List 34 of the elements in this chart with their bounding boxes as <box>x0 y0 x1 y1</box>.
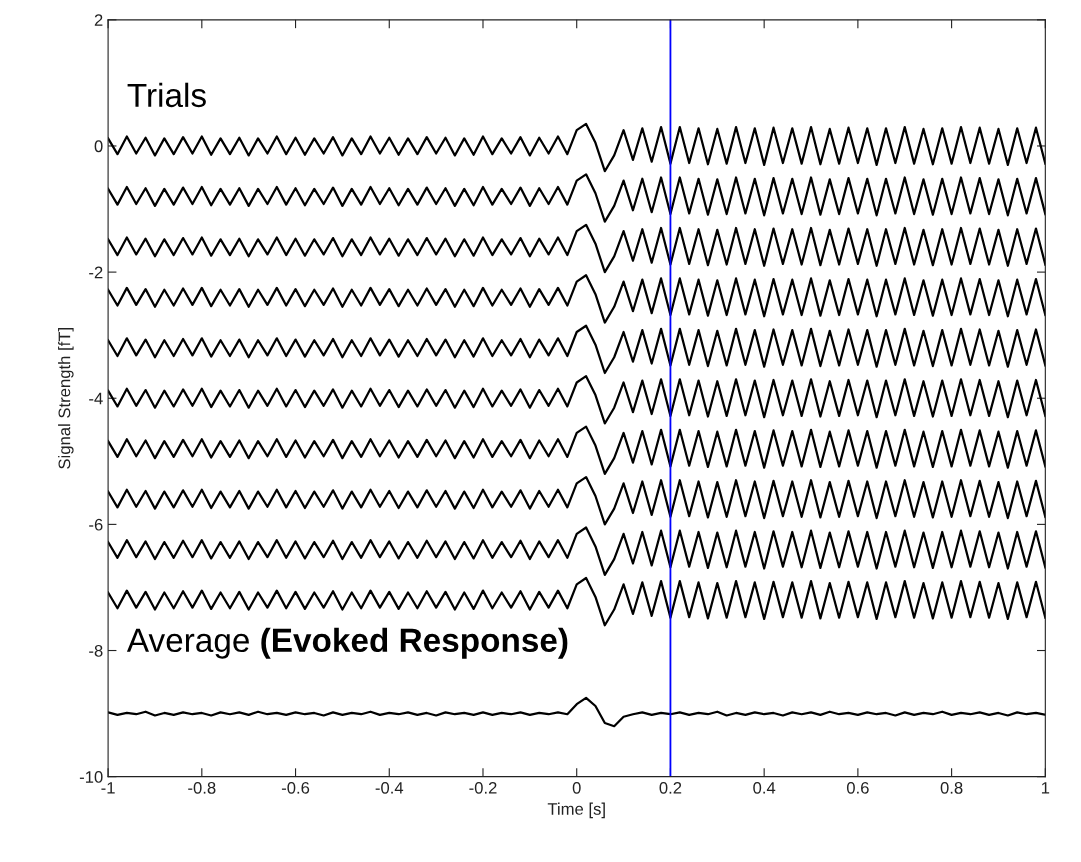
y-tick-label: -8 <box>89 644 103 657</box>
line-series <box>108 274 1046 324</box>
x-tick-label: -0.6 <box>281 781 310 794</box>
line-series <box>108 324 1046 375</box>
line-series <box>108 122 1046 173</box>
x-tick-label: 0 <box>572 781 581 794</box>
y-axis-title: Signal Strength [fT] <box>58 328 74 469</box>
line-series <box>108 526 1046 576</box>
annotation: (Evoked Response) <box>261 627 568 659</box>
x-tick-label: 1 <box>1041 782 1050 794</box>
x-tick-label: -0.8 <box>188 781 216 794</box>
line-series <box>108 173 1046 223</box>
x-tick-label: 0.4 <box>753 781 776 794</box>
x-tick-label: -0.2 <box>469 781 497 794</box>
x-tick-label: 0.2 <box>659 781 682 794</box>
line-series <box>108 223 1046 274</box>
line-series <box>108 576 1046 627</box>
y-tick-label: 2 <box>94 14 103 26</box>
y-tick-label: -4 <box>89 392 103 405</box>
line-series <box>108 375 1046 425</box>
annotation: Average <box>126 628 249 659</box>
x-axis-title: Time [s] <box>547 802 605 819</box>
x-tick-label: -0.4 <box>375 781 404 794</box>
line-series <box>108 475 1046 526</box>
y-tick-label: 0 <box>94 140 103 153</box>
annotation: Trials <box>127 82 206 108</box>
line-series <box>108 425 1046 476</box>
x-tick-label: -1 <box>101 782 115 794</box>
y-tick-label: -10 <box>79 771 103 783</box>
x-tick-label: 0.8 <box>940 781 963 794</box>
y-tick-label: -6 <box>89 518 103 531</box>
x-tick-label: 0.6 <box>846 781 869 794</box>
line-series <box>108 696 1046 728</box>
y-tick-label: -2 <box>89 266 103 279</box>
